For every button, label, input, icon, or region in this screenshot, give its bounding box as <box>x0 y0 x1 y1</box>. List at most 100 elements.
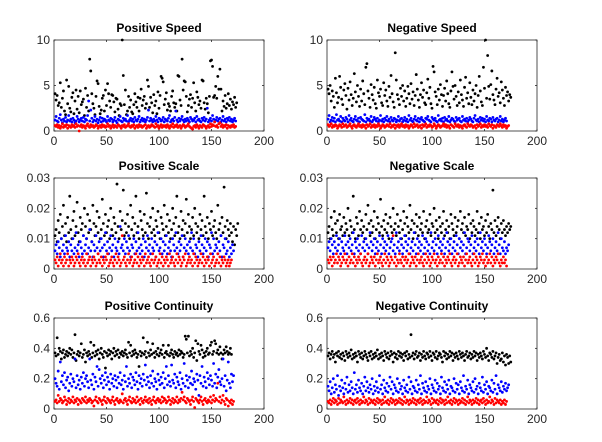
data-point <box>79 401 83 405</box>
data-point <box>192 234 196 238</box>
data-point <box>465 387 469 391</box>
data-point <box>198 99 202 103</box>
data-point <box>204 96 208 100</box>
data-point <box>119 246 123 250</box>
data-point <box>399 401 402 405</box>
data-point <box>372 255 376 259</box>
data-point <box>465 252 469 256</box>
data-point <box>213 94 217 97</box>
data-point <box>387 85 391 88</box>
data-point <box>160 222 164 225</box>
data-point <box>197 103 201 107</box>
data-point <box>164 365 168 368</box>
data-point <box>461 98 464 102</box>
data-point <box>392 400 396 403</box>
data-point <box>458 209 462 213</box>
data-point <box>140 384 144 388</box>
data-point <box>74 231 78 235</box>
data-point <box>131 375 135 379</box>
data-point <box>344 222 348 225</box>
chart-title: Positive Continuity <box>105 299 214 313</box>
data-point <box>404 354 408 358</box>
data-point <box>352 371 356 374</box>
data-point <box>183 384 187 388</box>
data-point <box>79 258 83 262</box>
data-point <box>350 126 354 130</box>
data-point <box>58 255 62 259</box>
data-point <box>460 258 463 262</box>
data-point <box>111 377 115 381</box>
data-point <box>434 258 438 262</box>
data-point <box>467 392 471 396</box>
data-point <box>78 240 82 244</box>
data-point <box>369 387 373 391</box>
data-point <box>56 353 60 356</box>
data-point <box>59 125 63 128</box>
data-point <box>212 237 216 241</box>
data-point <box>356 261 359 265</box>
data-point <box>406 390 410 394</box>
data-point <box>149 374 153 378</box>
data-point <box>370 377 374 381</box>
data-point <box>151 252 155 256</box>
data-point <box>451 389 455 393</box>
data-point <box>212 225 216 228</box>
data-point <box>203 225 207 228</box>
data-point <box>383 252 387 256</box>
data-point <box>374 246 378 250</box>
data-point <box>436 114 440 117</box>
data-point <box>368 231 372 235</box>
data-point <box>180 115 184 118</box>
data-point <box>493 396 497 400</box>
data-point <box>326 354 330 358</box>
data-point <box>327 261 331 265</box>
data-point <box>411 396 415 400</box>
data-point <box>341 246 345 250</box>
data-point <box>88 228 92 231</box>
data-point <box>376 240 379 244</box>
data-point <box>456 90 460 94</box>
data-point <box>392 243 396 247</box>
data-point <box>126 356 129 359</box>
data-point <box>72 351 76 355</box>
data-point <box>382 359 386 362</box>
data-point <box>467 354 471 358</box>
data-point <box>329 99 333 103</box>
data-point <box>223 117 227 121</box>
data-point <box>146 115 149 119</box>
data-point <box>151 246 155 250</box>
data-point <box>494 401 498 405</box>
data-point <box>502 96 505 100</box>
data-point <box>434 243 438 247</box>
data-point <box>491 115 495 119</box>
data-point <box>334 258 337 262</box>
data-point <box>226 228 230 231</box>
data-point <box>491 93 495 96</box>
data-point <box>413 389 417 393</box>
data-point <box>409 246 413 250</box>
data-point <box>488 386 492 390</box>
data-point <box>188 225 191 228</box>
data-point <box>122 103 126 107</box>
data-point <box>182 362 186 365</box>
data-point <box>473 400 477 403</box>
data-point <box>150 381 154 385</box>
data-point <box>335 351 338 355</box>
data-point <box>472 99 476 103</box>
data-point <box>370 93 374 96</box>
data-point <box>84 86 87 90</box>
data-point <box>442 349 445 353</box>
data-point <box>495 392 499 396</box>
data-point <box>101 356 105 359</box>
data-point <box>223 237 227 241</box>
data-point <box>332 390 336 394</box>
data-point <box>106 115 109 118</box>
data-point <box>384 88 388 92</box>
data-point <box>87 258 91 262</box>
data-point <box>453 401 457 405</box>
data-point <box>415 237 419 241</box>
data-point <box>223 94 227 97</box>
data-point <box>124 252 127 256</box>
data-point <box>126 213 129 216</box>
data-point <box>110 381 114 385</box>
